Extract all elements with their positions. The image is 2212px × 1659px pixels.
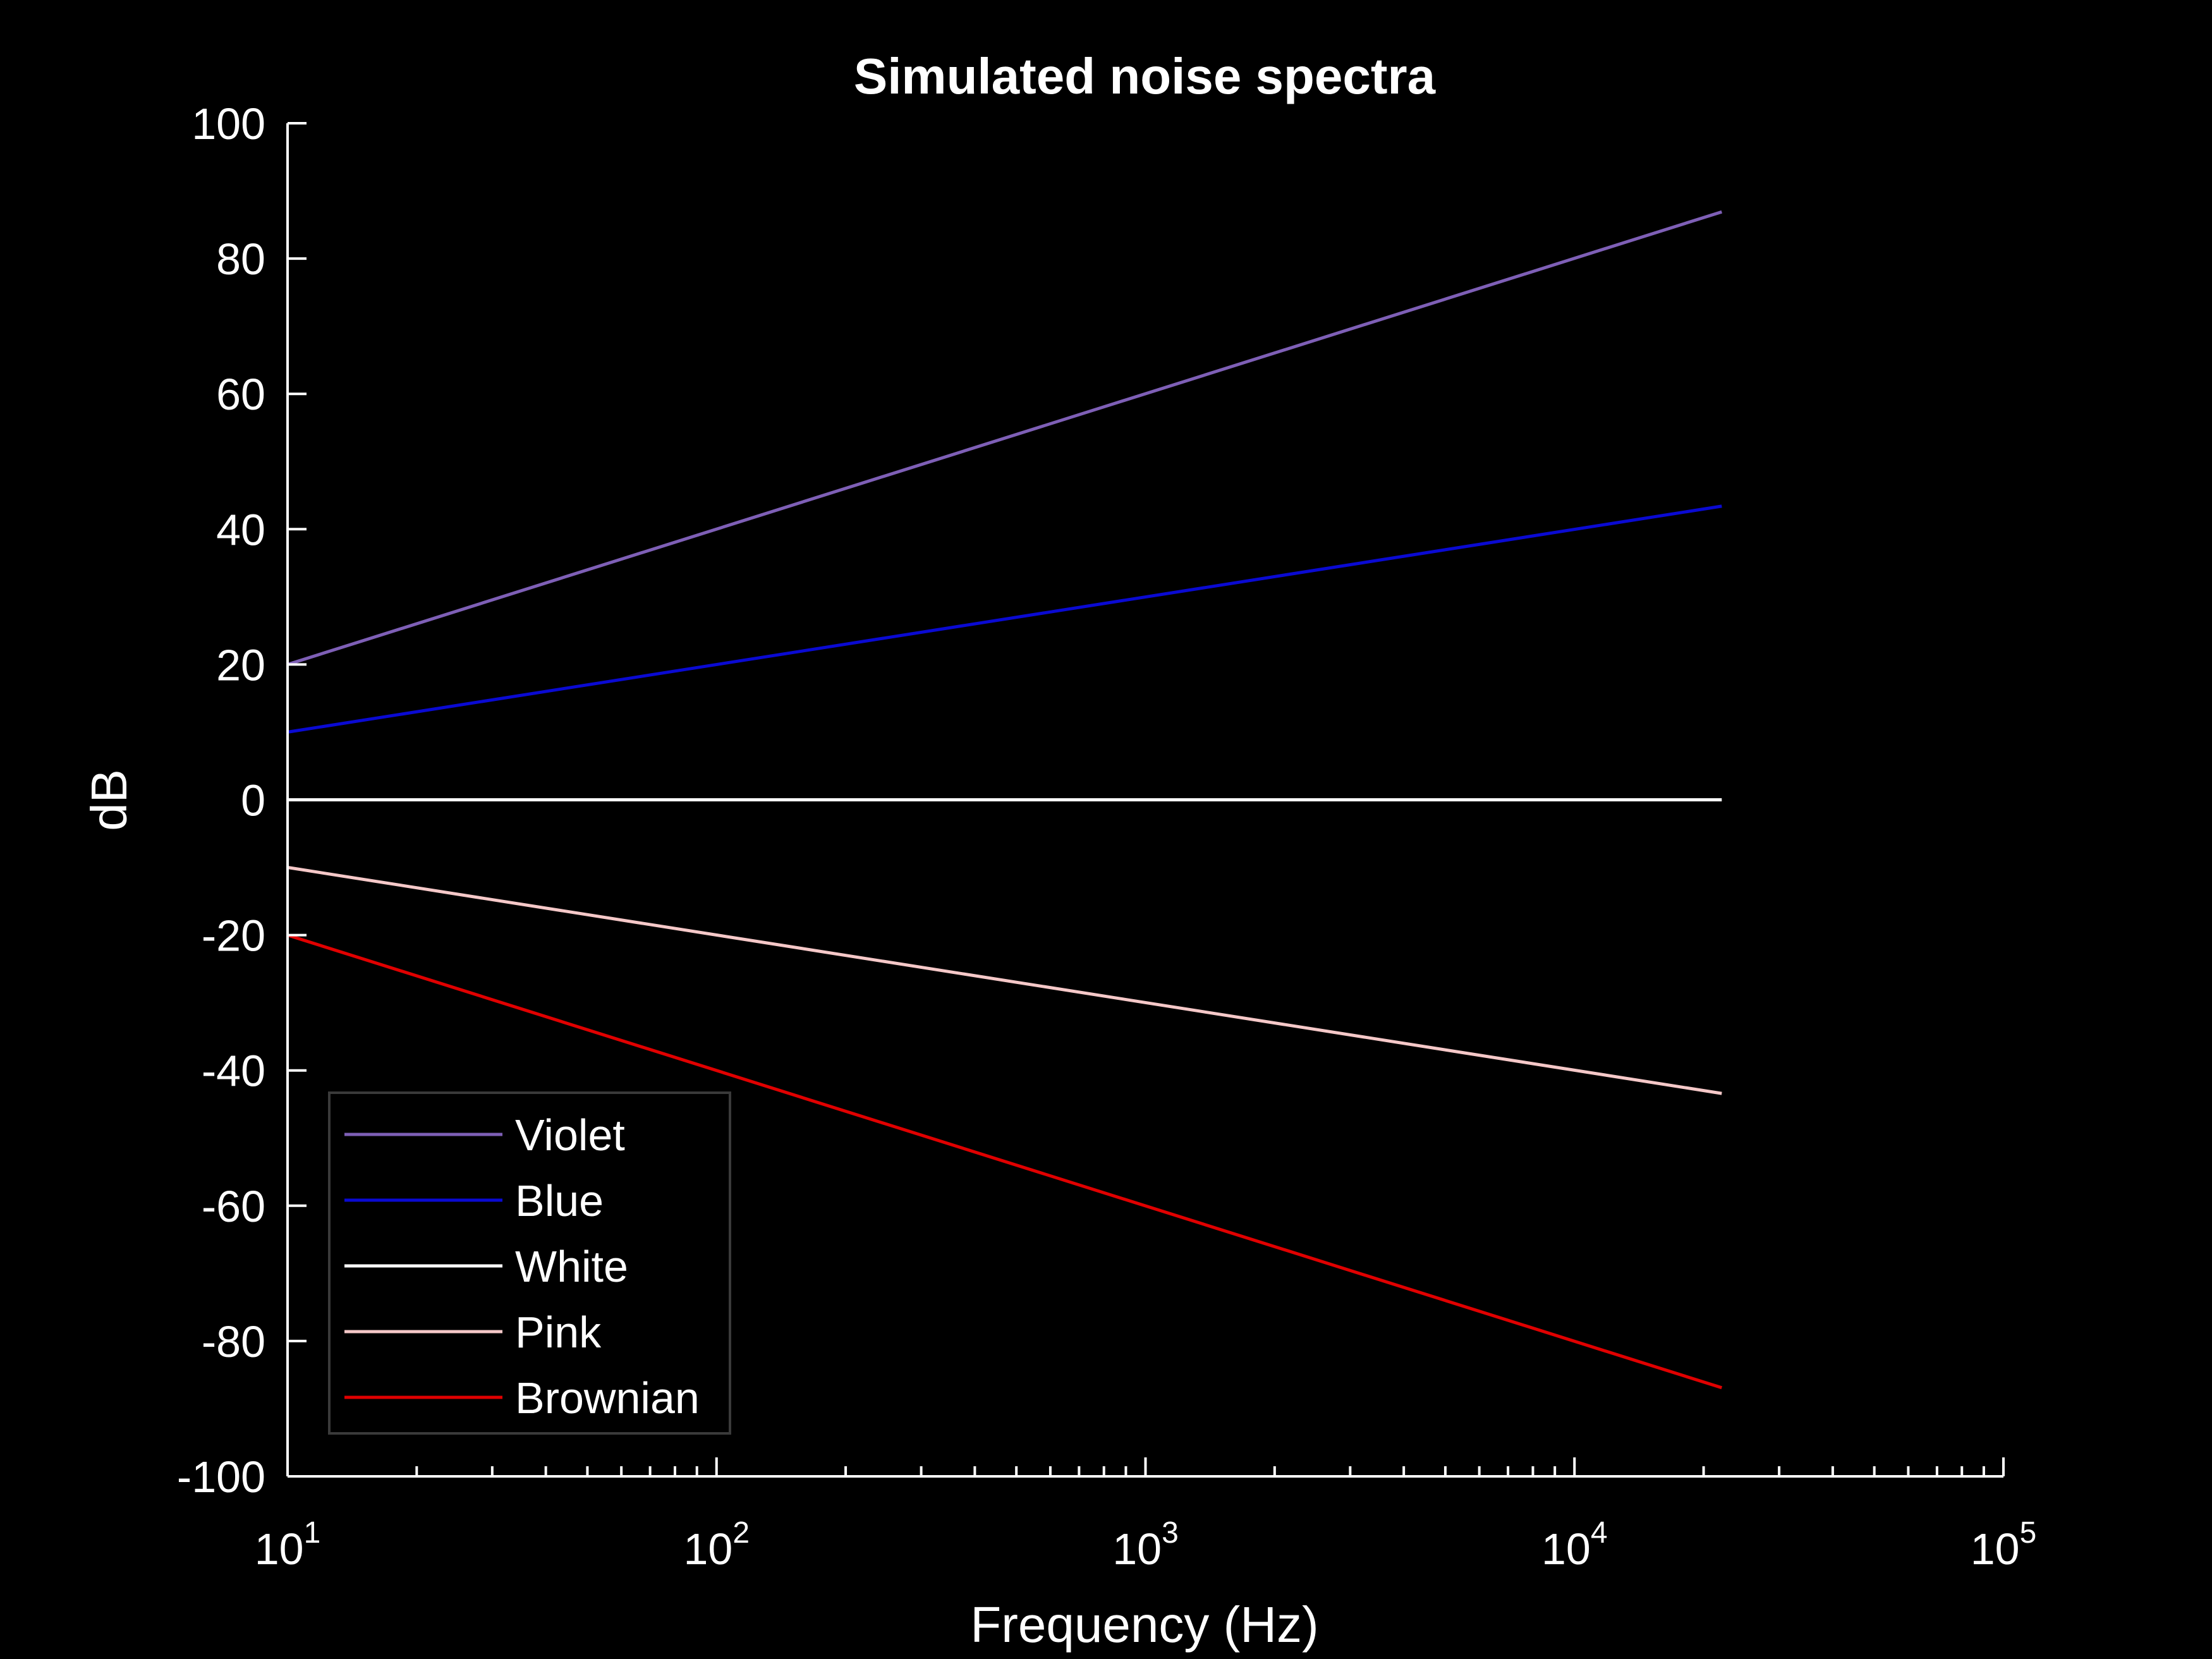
y-tick-label: 40 [216,505,265,554]
series-line-brownian [287,933,1723,1390]
x-tick-label: 105 [1971,1516,2037,1574]
legend-label-violet: Violet [515,1110,625,1160]
x-tick-label: 102 [683,1516,750,1574]
legend-box [328,1091,731,1435]
x-tick-exponent: 2 [732,1516,750,1550]
y-tick-label: -40 [202,1047,265,1096]
x-tick-label: 103 [1112,1516,1179,1574]
series-line-violet [287,210,1723,666]
y-tick-label: 0 [241,776,265,825]
x-axis-label: Frequency (Hz) [970,1596,1318,1653]
x-tick-base: 10 [683,1524,732,1574]
y-tick-label: -60 [202,1182,265,1231]
y-ticks: -100 -80 -60 -40 -20 0 20 40 60 80 100 [177,99,307,1502]
x-tick-base: 10 [1112,1524,1162,1574]
y-tick-label: -80 [202,1317,265,1366]
chart-title: Simulated noise spectra [854,48,1436,104]
y-tick-label: 20 [216,640,265,690]
x-tick-exponent: 1 [304,1516,321,1550]
x-tick-label: 104 [1541,1516,1608,1574]
y-tick-label: -20 [202,911,265,961]
x-tick-base: 10 [1971,1524,2020,1574]
legend-label-brownian: Brownian [515,1373,700,1423]
x-ticks: 101 102 103 104 105 [255,1457,2037,1574]
x-tick-exponent: 4 [1591,1516,1608,1550]
y-tick-label: 80 [216,234,265,284]
y-tick-label: 100 [191,99,265,149]
series-line-blue [287,504,1722,734]
legend-label-blue: Blue [515,1176,604,1225]
y-tick-label: -100 [177,1452,265,1502]
y-tick-label: 60 [216,370,265,419]
x-tick-base: 10 [1541,1524,1591,1574]
y-axis-label: dB [81,769,137,831]
x-tick-label: 101 [255,1516,321,1574]
legend-label-pink: Pink [515,1308,602,1357]
plot-lines [287,210,1723,1390]
series-line-pink [287,866,1722,1095]
legend: Violet Blue White Pink Brownian [328,1091,731,1435]
legend-label-white: White [515,1242,628,1291]
x-tick-base: 10 [255,1524,304,1574]
x-tick-exponent: 5 [2020,1516,2037,1550]
x-tick-exponent: 3 [1162,1516,1179,1550]
